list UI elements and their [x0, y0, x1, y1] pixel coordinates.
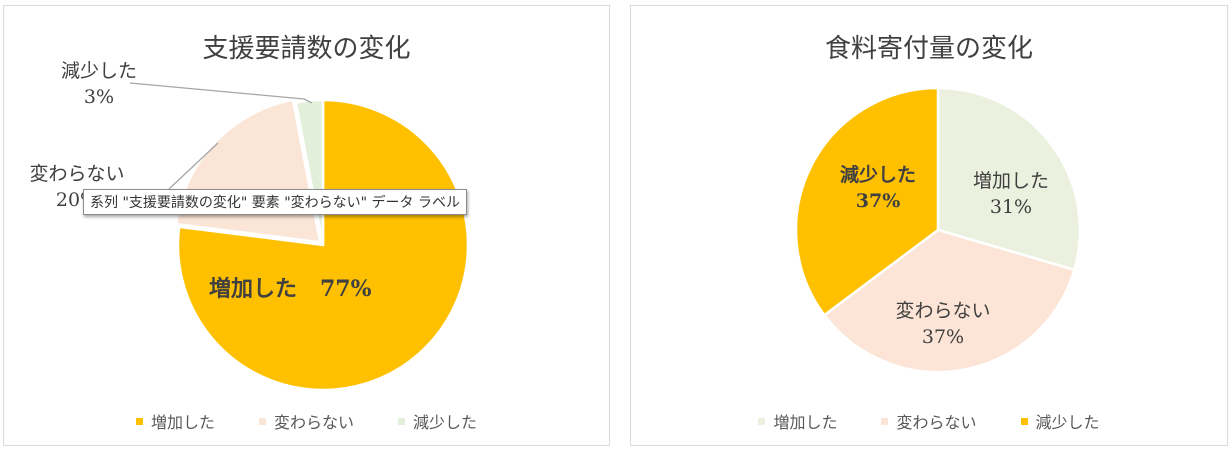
legend: 増加した 変わらない 減少した — [631, 409, 1227, 433]
legend-swatch — [758, 417, 766, 425]
data-label-name: 変わらない — [29, 163, 125, 185]
data-label-unchanged[interactable]: 変わらない 37% — [883, 298, 1003, 350]
data-label-name: 増加した — [209, 276, 298, 302]
data-label-decreased[interactable]: 減少した 37% — [823, 162, 933, 214]
legend-swatch — [398, 417, 405, 425]
legend-label: 増加した — [150, 413, 215, 432]
pie-slice[interactable] — [794, 86, 940, 317]
legend-item[interactable]: 変わらない — [258, 409, 354, 433]
data-label-decreased[interactable]: 減少した 3% — [44, 58, 154, 110]
data-label-value: 37% — [855, 190, 901, 212]
pie-slice[interactable] — [822, 228, 1076, 374]
legend-item[interactable]: 減少した — [1020, 409, 1100, 433]
data-label-value: 3% — [83, 86, 115, 108]
tooltip: 系列 "支援要請数の変化" 要素 "変わらない" データ ラベル — [83, 189, 468, 215]
legend-swatch — [1020, 417, 1028, 425]
chart-panel-right[interactable]: 食料寄付量の変化 増加した 31% 変わらない 37% 減少した 37% 増加し… — [630, 5, 1228, 446]
data-label-increased[interactable]: 増加した 77% — [209, 276, 372, 302]
legend-item[interactable]: 変わらない — [881, 409, 977, 433]
data-label-value: 77% — [320, 276, 372, 302]
legend-item[interactable]: 増加した — [758, 409, 837, 433]
legend-label: 減少した — [1035, 413, 1100, 432]
legend-swatch — [135, 417, 143, 425]
data-label-name: 減少した — [60, 60, 137, 82]
pie-slice[interactable] — [936, 86, 1082, 272]
data-label-name: 減少した — [839, 164, 916, 186]
chart-title: 食料寄付量の変化 — [824, 34, 1033, 64]
legend-label: 増加した — [773, 413, 838, 432]
chart-panel-left[interactable]: 支援要請数の変化 増加した 77% 変わらない 20% 減少した 3% 系列 "… — [3, 5, 610, 446]
data-label-value: 31% — [989, 196, 1033, 218]
pie-chart[interactable] — [631, 6, 1229, 447]
legend-item[interactable]: 増加した — [135, 409, 215, 433]
legend-swatch — [881, 417, 889, 425]
data-label-name: 変わらない — [895, 300, 991, 322]
leader-line — [168, 142, 219, 190]
data-label-increased[interactable]: 増加した 31% — [956, 168, 1066, 220]
chart-title: 支援要請数の変化 — [202, 34, 411, 64]
legend: 増加した 変わらない 減少した — [4, 409, 609, 433]
leader-line — [129, 82, 313, 104]
legend-label: 変わらない — [273, 413, 354, 432]
legend-swatch — [258, 417, 266, 425]
legend-label: 減少した — [413, 413, 478, 432]
legend-item[interactable]: 減少した — [398, 409, 477, 433]
pie-slice[interactable] — [176, 98, 470, 392]
legend-label: 変わらない — [896, 413, 977, 432]
data-label-value: 37% — [921, 326, 965, 348]
data-label-name: 増加した — [972, 170, 1049, 192]
